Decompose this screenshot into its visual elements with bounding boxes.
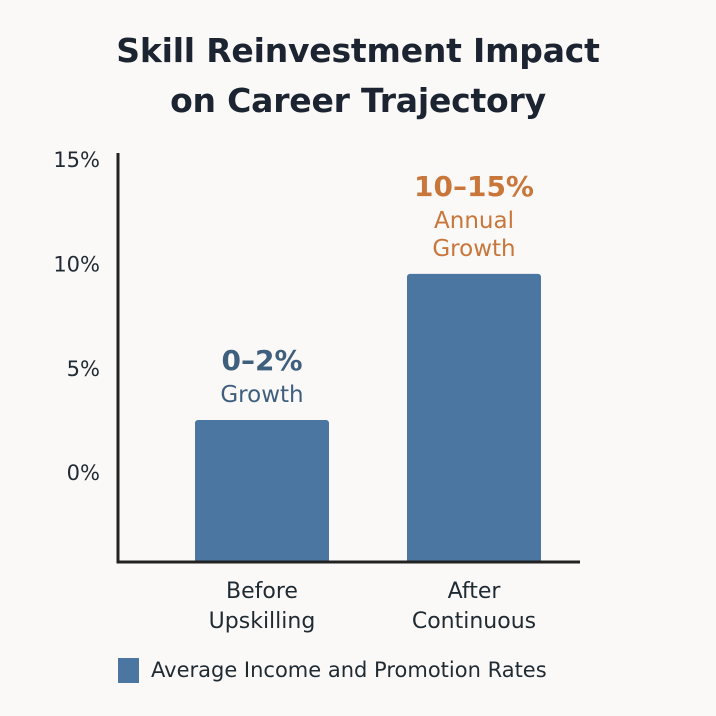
- bar: [407, 273, 541, 563]
- bar-annotation-headline: 0–2%: [221, 344, 302, 377]
- legend: Average Income and Promotion Rates: [118, 655, 547, 685]
- chart-title-line-2: on Career Trajectory: [170, 81, 546, 120]
- chart-title: Skill Reinvestment Impact on Career Traj…: [0, 26, 716, 126]
- legend-swatch: [118, 657, 139, 683]
- bar-annotation-text: Growth: [220, 382, 303, 408]
- legend-label: Average Income and Promotion Rates: [151, 658, 547, 682]
- chart-title-line-1: Skill Reinvestment Impact: [116, 31, 600, 70]
- x-tick-label: After: [448, 579, 502, 604]
- y-tick-label: 10%: [53, 252, 100, 276]
- bar-annotation-headline: 10–15%: [414, 170, 534, 203]
- y-tick-label: 15%: [53, 148, 100, 172]
- x-tick-label: Upskilling: [209, 609, 316, 634]
- bar: [195, 420, 329, 563]
- x-tick-label: Continuous: [412, 609, 536, 634]
- y-tick-label: 0%: [67, 461, 100, 485]
- bar-annotation-text: Annual: [434, 208, 514, 234]
- x-tick-label: Before: [226, 579, 298, 604]
- bar-annotation-text: Growth: [432, 236, 515, 262]
- y-tick-label: 5%: [67, 357, 100, 381]
